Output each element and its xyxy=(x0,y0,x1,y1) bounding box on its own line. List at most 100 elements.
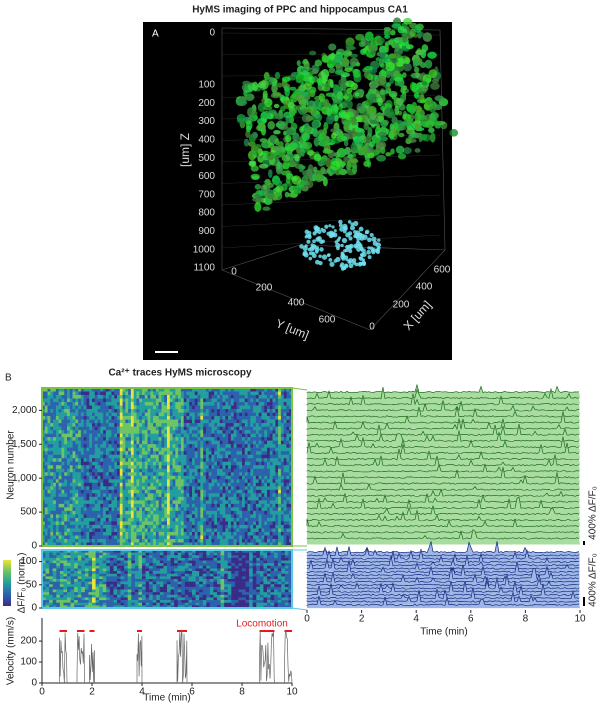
cell-body xyxy=(348,248,353,254)
heatmap-cell xyxy=(86,458,90,463)
heatmap-cell xyxy=(125,391,129,396)
cell-body xyxy=(313,166,318,173)
cell-body xyxy=(412,59,418,68)
heatmap-cell xyxy=(164,475,168,480)
heatmap-cell xyxy=(194,468,198,473)
heatmap-cell xyxy=(153,444,157,448)
heatmap-cell xyxy=(283,535,287,540)
heatmap-cell xyxy=(247,500,251,505)
heatmap-cell xyxy=(250,412,254,417)
cell-body xyxy=(358,226,364,232)
heatmap-cell xyxy=(239,437,243,441)
heatmap-cell xyxy=(80,454,84,459)
heatmap-cell xyxy=(250,486,254,491)
heatmap-cell xyxy=(80,517,84,522)
heatmap-cell xyxy=(289,482,293,487)
heatmap-cell xyxy=(233,458,237,463)
heatmap-cell xyxy=(142,416,146,420)
cell-body xyxy=(395,57,405,67)
heatmap-cell xyxy=(130,430,134,434)
heatmap-cell xyxy=(78,503,82,508)
heatmap-cell xyxy=(200,423,204,427)
heatmap-cell xyxy=(167,412,171,417)
heatmap-cell xyxy=(125,454,129,459)
heatmap-cell xyxy=(55,510,59,515)
heatmap-cell xyxy=(42,395,46,399)
heatmap-cell xyxy=(228,391,232,396)
heatmap-cell xyxy=(42,507,46,512)
heatmap-cell xyxy=(180,524,184,529)
heatmap-cell xyxy=(186,475,190,480)
heatmap-cell xyxy=(222,423,226,427)
heatmap-cell xyxy=(111,528,115,533)
heatmap-cell xyxy=(217,510,221,515)
heatmap-cell xyxy=(142,507,146,512)
heatmap-cell xyxy=(253,479,257,484)
heatmap-cell xyxy=(150,402,154,406)
heatmap-cell xyxy=(272,458,276,463)
heatmap-cell xyxy=(247,409,251,413)
heatmap-cell xyxy=(253,412,257,417)
heatmap-cell xyxy=(183,482,187,487)
heatmap-cell xyxy=(278,388,282,392)
heatmap-cell xyxy=(272,402,276,406)
heatmap-cell xyxy=(147,468,151,473)
heatmap-cell xyxy=(83,517,87,522)
heatmap-cell xyxy=(55,419,59,424)
heatmap-cell xyxy=(236,388,240,392)
heatmap-cell xyxy=(211,433,215,438)
heatmap-cell xyxy=(144,475,148,480)
heatmap-cell xyxy=(253,461,257,466)
heatmap-cell xyxy=(267,507,271,512)
heatmap-cell xyxy=(103,479,107,484)
heatmap-cell xyxy=(58,514,62,519)
heatmap-cell xyxy=(253,458,257,463)
heatmap-cell xyxy=(192,482,196,487)
heatmap-cell xyxy=(219,451,223,456)
heatmap-cell xyxy=(250,405,254,410)
box-edge xyxy=(221,244,301,271)
heatmap-cell xyxy=(250,514,254,519)
heatmap-cell xyxy=(192,433,196,438)
heatmap-cell xyxy=(114,444,118,448)
heatmap-cell xyxy=(144,507,148,512)
heatmap-cell xyxy=(258,447,262,452)
heatmap-cell xyxy=(86,479,90,484)
heatmap-cell xyxy=(155,524,159,529)
heatmap-cell xyxy=(253,472,257,477)
heatmap-cell xyxy=(50,405,54,410)
heatmap-cell xyxy=(244,409,248,413)
heatmap-cell xyxy=(255,468,259,473)
heatmap-cell xyxy=(153,496,157,501)
heatmap-cell xyxy=(280,510,284,515)
heatmap-cell xyxy=(97,500,101,505)
cell-body xyxy=(304,244,308,248)
cell-body xyxy=(342,229,347,234)
cell-body xyxy=(377,238,381,242)
heatmap-cell xyxy=(283,524,287,529)
heatmap-cell xyxy=(242,402,246,406)
heatmap-cell xyxy=(228,416,232,420)
heatmap-cell xyxy=(139,409,143,413)
cell-body xyxy=(425,99,434,105)
heatmap-cell xyxy=(194,496,198,501)
heatmap-cell xyxy=(136,444,140,448)
heatmap-cell xyxy=(169,451,173,456)
heatmap-cell xyxy=(139,468,143,473)
heatmap-cell xyxy=(247,510,251,515)
heatmap-cell xyxy=(53,510,57,515)
heatmap-cell xyxy=(42,475,46,480)
heatmap-cell xyxy=(78,391,82,396)
heatmap-cell xyxy=(119,423,123,427)
heatmap-cell xyxy=(75,531,79,536)
heatmap-cell xyxy=(158,440,162,445)
heatmap-cell xyxy=(208,447,212,452)
heatmap-cell xyxy=(86,510,90,515)
heatmap-cell xyxy=(203,500,207,505)
heatmap-cell xyxy=(155,444,159,448)
heatmap-cell xyxy=(180,416,184,420)
heatmap-cell xyxy=(217,528,221,533)
heatmap-cell xyxy=(250,521,254,526)
heatmap-cell xyxy=(200,531,204,536)
heatmap-cell xyxy=(217,503,221,508)
